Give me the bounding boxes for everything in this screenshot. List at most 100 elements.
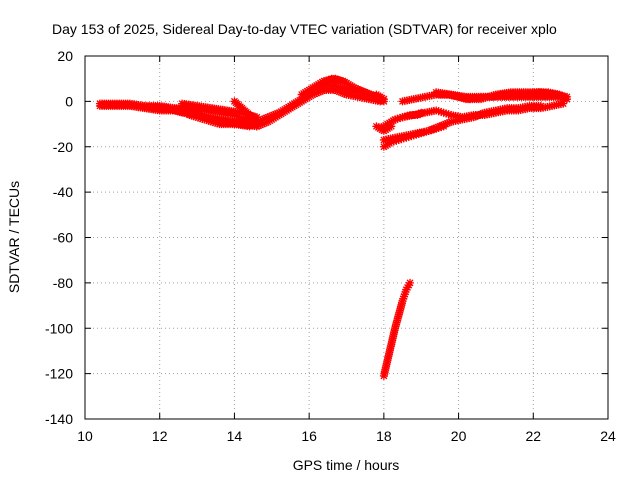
data-point xyxy=(475,110,484,119)
data-point xyxy=(256,120,265,129)
data-point xyxy=(424,126,433,135)
data-point xyxy=(110,101,119,110)
data-point xyxy=(232,111,241,120)
data-point xyxy=(401,112,410,121)
data-point xyxy=(435,122,444,131)
data-point xyxy=(432,123,441,132)
data-point xyxy=(335,87,344,96)
data-point xyxy=(399,294,408,303)
data-point xyxy=(444,110,453,119)
data-point xyxy=(387,122,396,131)
data-point xyxy=(458,115,467,124)
data-point xyxy=(462,95,471,104)
y-tick-label: -100 xyxy=(45,320,73,336)
data-point xyxy=(514,104,523,113)
data-point xyxy=(260,114,269,123)
data-point xyxy=(222,106,231,115)
data-point xyxy=(234,112,243,121)
data-point xyxy=(443,119,452,128)
data-point xyxy=(230,120,239,129)
data-point xyxy=(430,124,439,133)
data-point xyxy=(155,106,164,115)
data-point xyxy=(432,106,441,115)
data-point xyxy=(237,104,246,113)
data-point xyxy=(393,114,402,123)
data-point xyxy=(368,91,377,100)
data-point xyxy=(383,356,392,365)
data-point xyxy=(308,90,317,99)
data-point xyxy=(237,114,246,123)
data-point xyxy=(426,126,435,135)
data-point xyxy=(379,371,388,380)
data-point xyxy=(376,124,385,133)
data-point xyxy=(230,110,239,119)
data-point xyxy=(476,95,485,104)
data-point xyxy=(252,122,261,131)
data-point xyxy=(441,120,450,129)
data-point xyxy=(476,110,485,119)
data-point xyxy=(215,108,224,117)
data-point xyxy=(536,101,545,110)
data-point xyxy=(403,111,412,120)
y-tick-label: -120 xyxy=(45,366,73,382)
data-point xyxy=(404,281,413,290)
data-point xyxy=(367,93,376,102)
data-point xyxy=(163,104,172,113)
data-point xyxy=(379,135,388,144)
data-point xyxy=(342,90,351,99)
plot-layer xyxy=(95,74,571,380)
data-point xyxy=(252,117,261,126)
data-point xyxy=(521,88,530,97)
data-point xyxy=(437,121,446,130)
data-point xyxy=(445,118,454,127)
data-point xyxy=(403,283,412,292)
y-tick-label: -140 xyxy=(45,411,73,427)
data-point xyxy=(547,101,556,110)
data-point xyxy=(193,101,202,110)
data-point xyxy=(387,340,396,349)
y-tick-label: -80 xyxy=(53,275,73,291)
data-point xyxy=(398,97,407,106)
data-point xyxy=(551,90,560,99)
data-point xyxy=(310,89,319,98)
data-point xyxy=(236,113,245,122)
data-point xyxy=(314,88,323,97)
data-point xyxy=(275,110,284,119)
data-point xyxy=(318,86,327,95)
data-point xyxy=(406,110,415,119)
data-point xyxy=(439,108,448,117)
x-tick-label: 10 xyxy=(77,428,93,444)
data-point xyxy=(353,85,362,94)
data-point xyxy=(312,89,321,98)
data-point xyxy=(185,110,194,119)
data-point xyxy=(230,97,239,106)
data-point xyxy=(340,89,349,98)
data-point xyxy=(525,101,534,110)
data-point xyxy=(387,138,396,147)
data-point xyxy=(383,120,392,129)
data-point xyxy=(327,74,336,83)
data-point xyxy=(406,278,415,287)
data-point xyxy=(491,90,500,99)
x-tick-label: 12 xyxy=(152,428,168,444)
data-point xyxy=(379,95,388,104)
data-point xyxy=(125,101,134,110)
data-point xyxy=(402,131,411,140)
data-point xyxy=(297,97,306,106)
data-point xyxy=(357,86,366,95)
data-point xyxy=(258,120,267,129)
data-point xyxy=(389,137,398,146)
data-point xyxy=(260,119,269,128)
data-point xyxy=(351,84,360,93)
data-point xyxy=(178,108,187,117)
data-point xyxy=(245,122,254,131)
data-point xyxy=(148,104,157,113)
data-point xyxy=(361,88,370,97)
data-point xyxy=(394,135,403,144)
data-point xyxy=(402,285,411,294)
data-point xyxy=(265,112,274,121)
data-point xyxy=(503,104,512,113)
data-point xyxy=(331,86,340,95)
data-point xyxy=(355,86,364,95)
